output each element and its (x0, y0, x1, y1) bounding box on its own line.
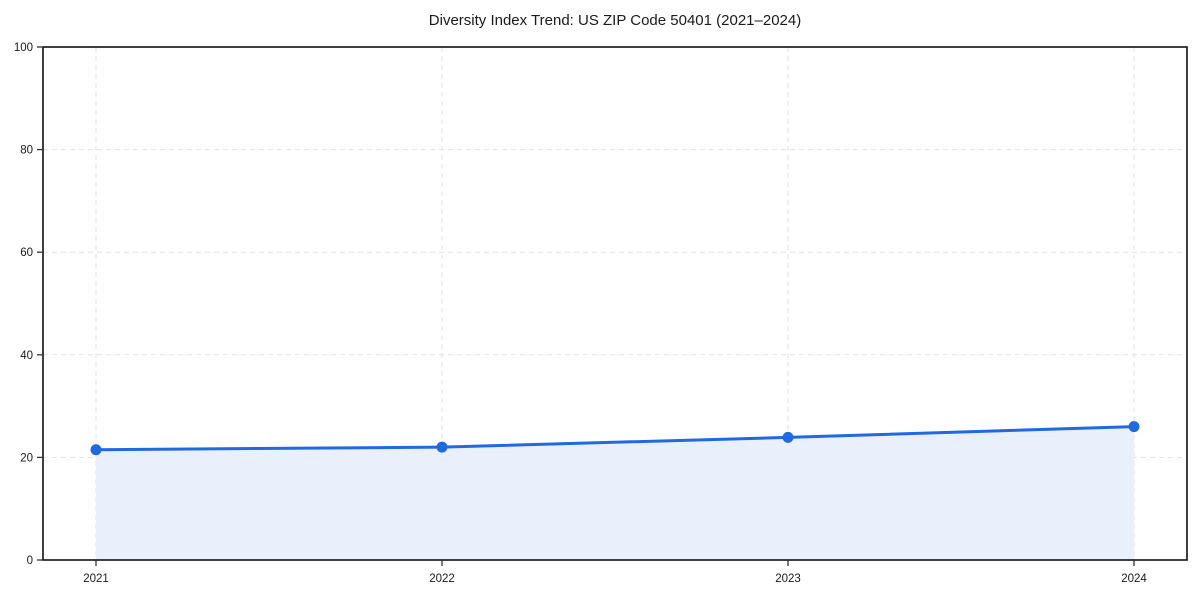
data-point (782, 431, 794, 443)
y-tick-label: 60 (20, 247, 33, 259)
y-tick-label: 0 (27, 555, 33, 567)
area-fill (96, 426, 1134, 560)
x-tick-label: 2024 (1121, 573, 1147, 585)
x-tick-label: 2021 (83, 573, 109, 585)
data-point (436, 441, 448, 453)
chart-title: Diversity Index Trend: US ZIP Code 50401… (428, 12, 802, 29)
plot-border (42, 46, 1188, 561)
data-point (1128, 421, 1140, 433)
y-tick-label: 80 (20, 145, 33, 157)
y-tick-label: 100 (14, 42, 33, 54)
y-tick-label: 40 (20, 350, 33, 362)
x-tick-label: 2022 (429, 573, 455, 585)
trend-line (94, 425, 1136, 452)
x-tick-label: 2023 (775, 573, 801, 585)
data-point (90, 444, 102, 456)
y-tick-label: 20 (20, 452, 33, 464)
